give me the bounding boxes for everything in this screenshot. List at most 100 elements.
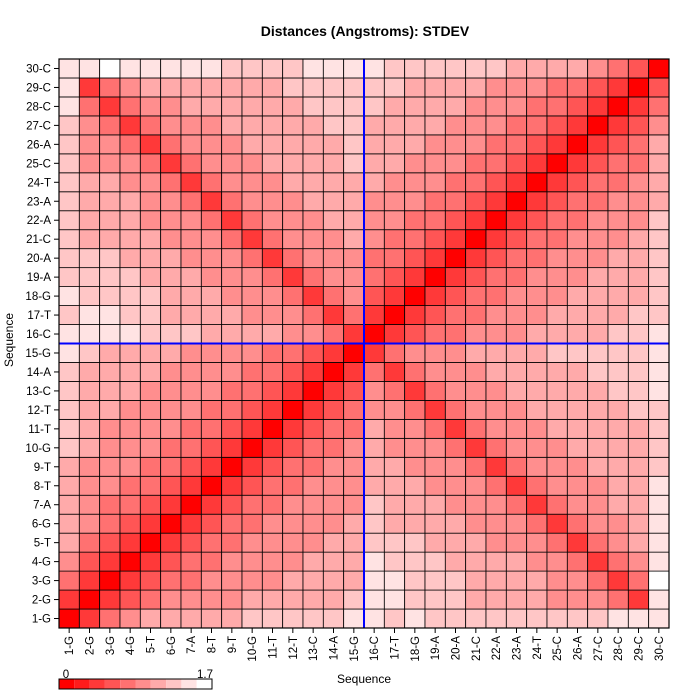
heatmap-cell: [343, 248, 365, 269]
heatmap-cell: [78, 399, 101, 420]
heatmap-cell: [241, 381, 263, 401]
heatmap-cell: [444, 513, 467, 534]
heatmap-cell: [424, 362, 446, 382]
heatmap-cell: [607, 191, 629, 212]
heatmap-cell: [139, 229, 162, 250]
y-tick-label: 11-T: [28, 424, 51, 436]
heatmap-cell: [566, 172, 589, 193]
heatmap-cell: [78, 96, 101, 117]
heatmap-cell: [526, 551, 548, 572]
x-tick-label: 22-A: [491, 636, 503, 661]
heatmap-cell: [282, 115, 304, 136]
heatmap-cell: [444, 589, 467, 610]
heatmap-cell: [78, 77, 101, 98]
heatmap-cell: [526, 608, 548, 629]
heatmap-cell: [261, 229, 284, 250]
heatmap-cell: [546, 191, 568, 212]
heatmap-cell: [282, 475, 304, 496]
heatmap-cell: [78, 570, 101, 591]
heatmap-cell: [99, 475, 121, 496]
heatmap-cell: [302, 608, 324, 629]
heatmap-cell: [648, 343, 670, 363]
heatmap-cell: [607, 513, 629, 534]
heatmap-cell: [383, 589, 406, 610]
heatmap-cell: [78, 58, 101, 79]
heatmap-cell: [587, 267, 609, 288]
heatmap-cell: [424, 134, 446, 155]
heatmap-cell: [648, 494, 670, 515]
heatmap-cell: [282, 172, 304, 193]
x-tick-label: 29-C: [634, 636, 646, 661]
heatmap-cell: [241, 286, 263, 306]
heatmap-cell: [485, 305, 507, 325]
heatmap-cell: [444, 343, 467, 363]
heatmap-cell: [444, 362, 467, 382]
heatmap-cell: [424, 418, 446, 439]
heatmap-cell: [485, 589, 507, 610]
heatmap-cell: [526, 210, 548, 231]
heatmap-cell: [607, 267, 629, 288]
heatmap-cell: [465, 608, 487, 629]
heatmap-cell: [99, 437, 121, 458]
legend-swatch: [181, 679, 197, 689]
heatmap-cell: [363, 381, 385, 401]
heatmap-cell: [363, 305, 385, 325]
heatmap-cell: [282, 267, 304, 288]
heatmap-cell: [465, 551, 487, 572]
heatmap-cell: [282, 153, 304, 174]
heatmap-cell: [404, 191, 426, 212]
heatmap-cell: [546, 96, 568, 117]
heatmap-cell: [404, 513, 426, 534]
y-tick-label: 7-A: [33, 500, 51, 512]
heatmap-cell: [261, 115, 284, 136]
heatmap-cell: [424, 58, 446, 79]
heatmap-cell: [505, 267, 528, 288]
heatmap-cell: [343, 58, 365, 79]
heatmap-cell: [607, 324, 629, 344]
heatmap-cell: [526, 589, 548, 610]
heatmap-cell: [587, 343, 609, 363]
heatmap-cell: [343, 437, 365, 458]
heatmap-cell: [444, 437, 467, 458]
y-tick-label: 9-T: [34, 462, 51, 474]
plot-border: [58, 58, 670, 629]
heatmap-cell: [343, 115, 365, 136]
heatmap-cell: [363, 437, 385, 458]
heatmap-cell: [200, 343, 223, 363]
heatmap-cell: [119, 381, 141, 401]
heatmap-cell: [587, 248, 609, 269]
heatmap-cell: [546, 608, 568, 629]
heatmap-cell: [322, 456, 345, 477]
heatmap-cell: [587, 134, 609, 155]
heatmap-cell: [607, 494, 629, 515]
legend-border: [58, 678, 213, 690]
heatmap-cell: [566, 589, 589, 610]
heatmap-cell: [241, 570, 263, 591]
heatmap-cell: [526, 494, 548, 515]
heatmap-cell: [627, 343, 650, 363]
heatmap-cell: [119, 494, 141, 515]
heatmap-cell: [78, 153, 101, 174]
heatmap-cell: [343, 418, 365, 439]
heatmap-cell: [221, 324, 243, 344]
y-tick-label: 5-T: [34, 538, 51, 550]
heatmap-cell: [322, 96, 345, 117]
highlight-lines: [59, 59, 669, 628]
heatmap-cell: [160, 96, 182, 117]
heatmap-cell: [119, 153, 141, 174]
heatmap-cell: [566, 343, 589, 363]
heatmap-cell: [648, 248, 670, 269]
heatmap-cell: [180, 570, 202, 591]
heatmap-cell: [627, 551, 650, 572]
heatmap-cell: [526, 172, 548, 193]
heatmap-cell: [99, 494, 121, 515]
heatmap-cell: [383, 513, 406, 534]
heatmap-cell: [424, 305, 446, 325]
heatmap-cell: [221, 115, 243, 136]
heatmap-cell: [261, 134, 284, 155]
heatmap-cell: [78, 305, 101, 325]
y-tick-label: 29-C: [26, 82, 51, 94]
heatmap-cell: [99, 96, 121, 117]
heatmap-cell: [119, 418, 141, 439]
heatmap-cell: [505, 551, 528, 572]
